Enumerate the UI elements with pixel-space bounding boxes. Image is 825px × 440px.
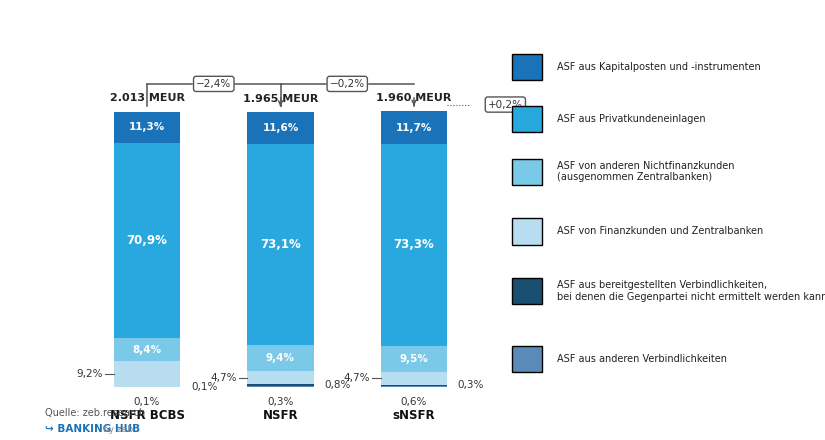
Text: 4,7%: 4,7% [210, 373, 237, 383]
Text: 0,3%: 0,3% [458, 380, 484, 390]
Text: −0,2%: −0,2% [330, 79, 365, 89]
FancyBboxPatch shape [512, 218, 542, 245]
FancyBboxPatch shape [512, 54, 542, 80]
Text: 9,5%: 9,5% [399, 354, 428, 364]
Bar [380, 144, 447, 345]
Text: 9,4%: 9,4% [266, 353, 295, 363]
Bar [380, 385, 447, 387]
Text: 0,6%: 0,6% [401, 397, 427, 407]
Text: 11,6%: 11,6% [262, 123, 299, 133]
Text: 9,2%: 9,2% [77, 369, 103, 379]
Bar [114, 112, 181, 143]
Text: 11,3%: 11,3% [129, 122, 165, 132]
Text: 8,4%: 8,4% [133, 345, 162, 355]
Bar [380, 345, 447, 372]
Bar [248, 345, 314, 371]
Bar [114, 361, 181, 387]
Text: 11,7%: 11,7% [396, 123, 432, 132]
Bar [248, 386, 314, 387]
Text: 0,3%: 0,3% [267, 397, 294, 407]
Bar [114, 143, 181, 338]
Text: −2,4%: −2,4% [196, 79, 231, 89]
Bar [248, 371, 314, 384]
Text: 0,1%: 0,1% [134, 397, 160, 407]
Text: ASF aus bereitgestellten Verbindlichkeiten,
bei denen die Gegenpartei nicht ermi: ASF aus bereitgestellten Verbindlichkeit… [558, 280, 825, 302]
Text: 73,1%: 73,1% [260, 238, 301, 251]
Text: 1.960 MEUR: 1.960 MEUR [376, 93, 451, 103]
Bar [380, 111, 447, 144]
Text: by zeb: by zeb [103, 425, 134, 434]
Text: NSFR: NSFR [262, 409, 299, 422]
Text: 0,1%: 0,1% [191, 382, 217, 392]
FancyBboxPatch shape [512, 345, 542, 372]
Text: NSFR BCBS: NSFR BCBS [110, 409, 185, 422]
Text: ↪ BANKING HUB: ↪ BANKING HUB [45, 424, 140, 434]
Bar [248, 112, 314, 144]
Text: +0,2%: +0,2% [488, 99, 523, 110]
Text: 1.965 MEUR: 1.965 MEUR [243, 94, 318, 104]
Text: Quelle: zeb.research: Quelle: zeb.research [45, 408, 146, 418]
Text: 2.013 MEUR: 2.013 MEUR [110, 93, 185, 103]
FancyBboxPatch shape [512, 278, 542, 304]
Bar [114, 338, 181, 361]
Text: ASF aus Kapitalposten und -instrumenten: ASF aus Kapitalposten und -instrumenten [558, 62, 761, 72]
Text: ASF von anderen Nichtfinanzkunden
(ausgenommen Zentralbanken): ASF von anderen Nichtfinanzkunden (ausge… [558, 161, 735, 183]
Text: ASF von Finanzkunden und Zentralbanken: ASF von Finanzkunden und Zentralbanken [558, 227, 764, 236]
Bar [380, 372, 447, 385]
Bar [248, 144, 314, 345]
Text: ASF aus anderen Verbindlichkeiten: ASF aus anderen Verbindlichkeiten [558, 354, 728, 363]
Text: 0,8%: 0,8% [324, 380, 351, 390]
Text: sNSFR: sNSFR [393, 409, 436, 422]
Text: 70,9%: 70,9% [126, 234, 167, 247]
Text: ASF aus Privatkundeneinlagen: ASF aus Privatkundeneinlagen [558, 114, 706, 124]
FancyBboxPatch shape [512, 106, 542, 132]
Text: 4,7%: 4,7% [344, 373, 370, 383]
Text: 73,3%: 73,3% [394, 238, 434, 251]
FancyBboxPatch shape [512, 158, 542, 185]
Bar [248, 384, 314, 386]
